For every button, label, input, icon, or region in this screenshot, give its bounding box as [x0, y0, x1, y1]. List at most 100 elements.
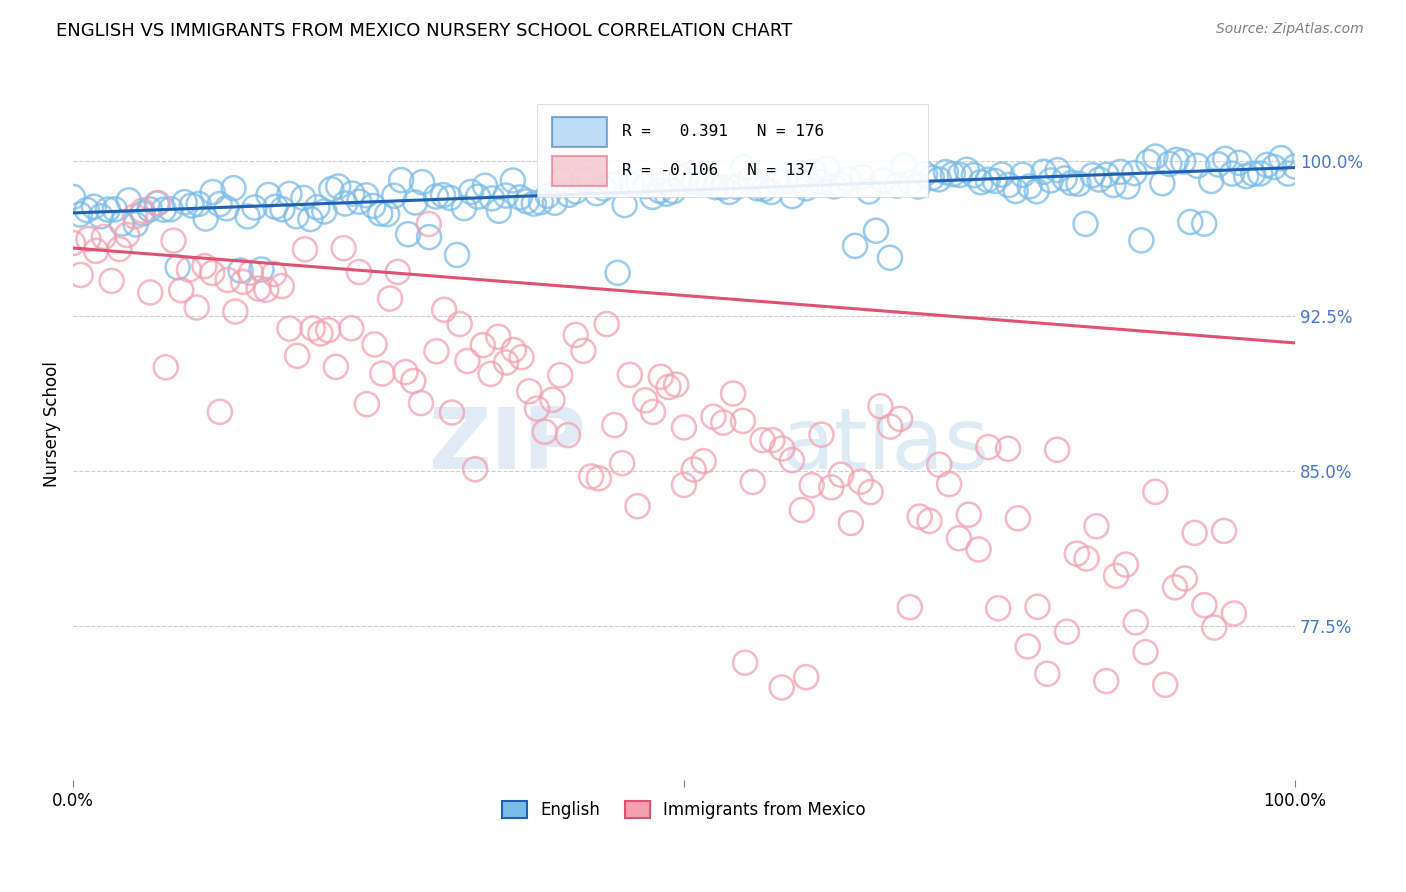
- Point: [389, 173, 412, 187]
- Point: [1011, 168, 1033, 182]
- Point: [222, 181, 245, 195]
- Point: [613, 198, 636, 212]
- Point: [224, 304, 246, 318]
- Point: [558, 187, 581, 202]
- Point: [808, 175, 831, 189]
- Point: [541, 392, 564, 407]
- Point: [193, 259, 215, 273]
- Point: [342, 186, 364, 201]
- FancyBboxPatch shape: [537, 104, 928, 196]
- Point: [1144, 484, 1167, 499]
- Point: [837, 172, 859, 186]
- Point: [1213, 524, 1236, 538]
- Point: [139, 285, 162, 300]
- Point: [187, 197, 209, 211]
- Point: [641, 405, 664, 419]
- Point: [285, 209, 308, 223]
- Point: [146, 196, 169, 211]
- Point: [425, 344, 447, 359]
- Point: [977, 440, 1000, 454]
- Point: [526, 401, 548, 416]
- Point: [627, 176, 650, 190]
- Point: [1249, 167, 1271, 181]
- Point: [1076, 551, 1098, 566]
- Point: [893, 159, 915, 173]
- Point: [564, 328, 586, 343]
- Point: [250, 262, 273, 277]
- Point: [603, 418, 626, 433]
- Point: [879, 251, 901, 265]
- Point: [650, 369, 672, 384]
- Point: [672, 478, 695, 492]
- Point: [349, 194, 371, 209]
- Point: [1144, 149, 1167, 163]
- Point: [509, 190, 531, 204]
- Point: [858, 185, 880, 199]
- Point: [918, 514, 941, 528]
- Point: [440, 405, 463, 419]
- Point: [446, 248, 468, 262]
- Point: [108, 242, 131, 256]
- Text: atlas: atlas: [782, 404, 990, 487]
- Point: [208, 197, 231, 211]
- Point: [325, 359, 347, 374]
- Point: [439, 191, 461, 205]
- Point: [449, 317, 471, 331]
- Point: [1213, 152, 1236, 166]
- Point: [69, 268, 91, 282]
- Point: [648, 184, 671, 198]
- Point: [118, 194, 141, 208]
- Point: [889, 412, 911, 426]
- Point: [914, 167, 936, 181]
- Point: [606, 266, 628, 280]
- Point: [935, 165, 957, 179]
- Point: [257, 188, 280, 202]
- Point: [733, 161, 755, 175]
- Point: [62, 190, 84, 204]
- Point: [488, 203, 510, 218]
- Point: [997, 442, 1019, 456]
- Point: [371, 367, 394, 381]
- Legend: English, Immigrants from Mexico: English, Immigrants from Mexico: [495, 794, 873, 825]
- Point: [321, 182, 343, 196]
- Point: [1036, 666, 1059, 681]
- Point: [409, 396, 432, 410]
- Point: [76, 203, 98, 218]
- Point: [773, 174, 796, 188]
- Point: [983, 174, 1005, 188]
- Point: [335, 196, 357, 211]
- Point: [145, 196, 167, 211]
- Point: [84, 244, 107, 258]
- Point: [1017, 640, 1039, 654]
- Point: [610, 456, 633, 470]
- Point: [1199, 174, 1222, 188]
- Point: [820, 480, 842, 494]
- Point: [1095, 673, 1118, 688]
- Point: [1105, 569, 1128, 583]
- Point: [963, 168, 986, 182]
- Point: [1206, 157, 1229, 171]
- Point: [1125, 615, 1147, 630]
- Point: [1081, 168, 1104, 182]
- Point: [634, 179, 657, 194]
- Point: [247, 282, 270, 296]
- Point: [898, 600, 921, 615]
- Point: [1039, 173, 1062, 187]
- Point: [770, 442, 793, 456]
- Point: [869, 399, 891, 413]
- Point: [271, 202, 294, 217]
- Point: [510, 350, 533, 364]
- Point: [173, 195, 195, 210]
- Point: [432, 188, 454, 202]
- Point: [1234, 169, 1257, 183]
- Point: [682, 462, 704, 476]
- Point: [928, 458, 950, 472]
- Point: [794, 670, 817, 684]
- Point: [1026, 599, 1049, 614]
- Point: [301, 321, 323, 335]
- Point: [361, 199, 384, 213]
- Point: [599, 178, 621, 192]
- Point: [740, 171, 762, 186]
- Point: [780, 453, 803, 467]
- Point: [990, 168, 1012, 182]
